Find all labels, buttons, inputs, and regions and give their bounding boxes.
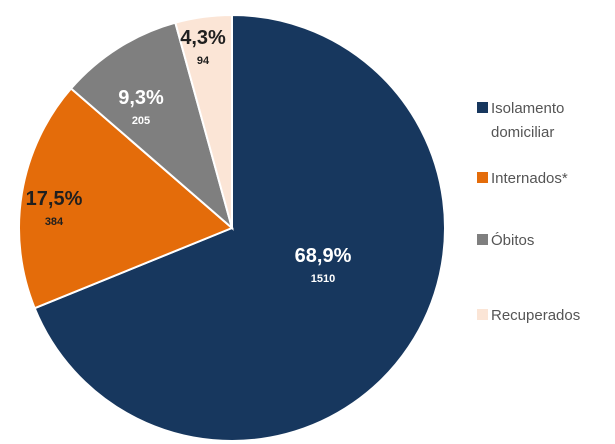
legend-label: domiciliar — [491, 124, 554, 141]
legend-swatch — [477, 234, 488, 245]
slice-percent-label: 9,3% — [118, 87, 164, 109]
slice-count-label: 1510 — [311, 273, 335, 285]
slice-percent-label: 4,3% — [180, 27, 226, 49]
legend: Isolamento domiciliar Internados* Óbitos Rec… — [477, 100, 580, 324]
pie-slice — [17, 87, 234, 310]
slice-count-label: 384 — [45, 216, 64, 228]
slice-count-label: 205 — [132, 115, 150, 127]
legend-label: Óbitos — [491, 232, 534, 249]
legend-swatch — [477, 172, 488, 183]
legend-label: Recuperados — [491, 307, 580, 324]
legend-label: Isolamento — [491, 100, 564, 117]
legend-label: Internados* — [491, 170, 568, 187]
slice-percent-label: 68,9% — [295, 245, 352, 267]
pie-slice — [69, 21, 234, 231]
legend-swatch — [477, 309, 488, 320]
slice-count-label: 94 — [197, 55, 210, 67]
pie-labels: 68,9% 1510 17,5% 384 9,3% 205 4,3% 94 — [26, 27, 352, 285]
legend-swatch — [477, 102, 488, 113]
pie-slice — [33, 13, 446, 442]
pie-slice — [174, 13, 233, 229]
slice-percent-label: 17,5% — [26, 188, 83, 210]
pie-slices — [17, 13, 446, 442]
